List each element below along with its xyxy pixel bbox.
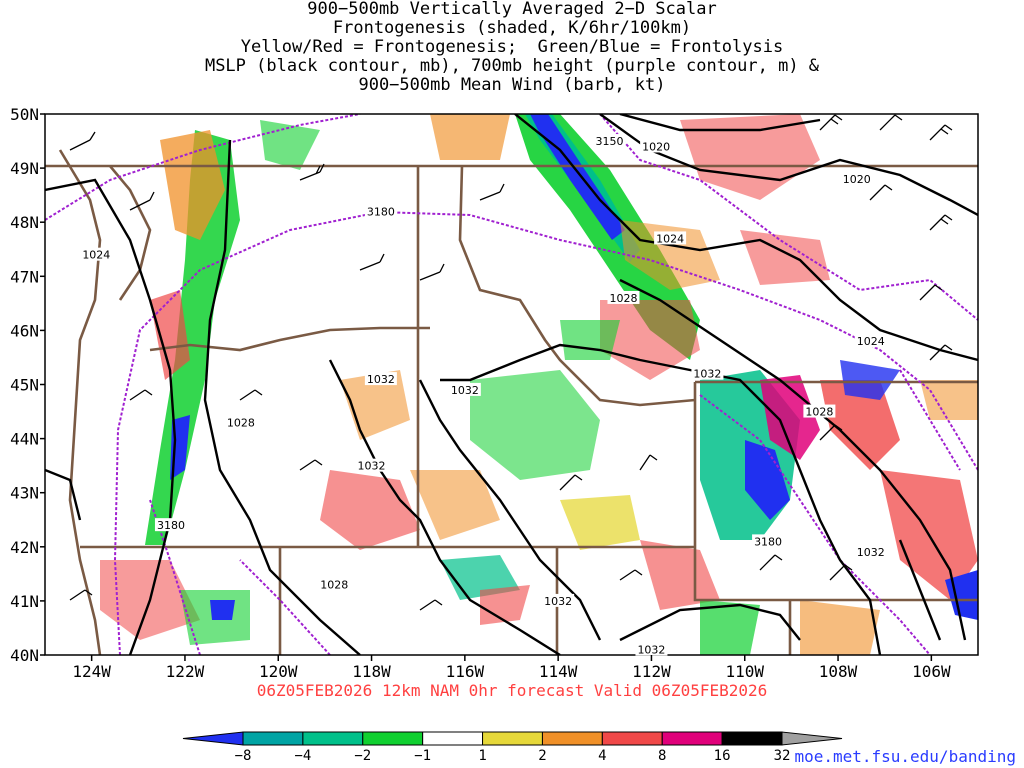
isobar-label-bg (355, 458, 388, 472)
lon-tick-label: 120W (259, 662, 298, 681)
isobar-label-bg (607, 290, 640, 304)
lon-tick-label: 108W (819, 662, 858, 681)
colorbar-label: −8 (235, 748, 252, 764)
isobar-label: 1032 (857, 546, 885, 559)
lat-tick-label: 49N (10, 159, 39, 178)
isobar-label: 1032 (358, 460, 386, 473)
title-line-4: MSLP (black contour, mb), 700mb height (… (204, 56, 820, 76)
isobar-label: 1028 (805, 406, 833, 419)
colorbar-segment (721, 731, 783, 746)
isobar-label-bg (840, 171, 873, 185)
height-label: 3180 (367, 205, 395, 218)
isobar-label: 1028 (320, 579, 348, 592)
colorbar-segment (482, 731, 543, 746)
map-title: 900−500mb Vertically Averaged 2−D Scalar… (0, 0, 1024, 95)
title-line-3: Yellow/Red = Frontogenesis; Green/Blue =… (240, 37, 784, 57)
lat-tick-label: 50N (10, 105, 39, 124)
isobar-label-bg (691, 366, 724, 380)
height-label-bg (752, 534, 785, 548)
isobar-label-bg (654, 231, 687, 245)
colorbar-label: 16 (714, 748, 731, 764)
frontogenesis-shading (100, 114, 978, 655)
isobar-label-bg (364, 372, 397, 386)
colorbar-label: 4 (598, 748, 606, 764)
height-label: 3180 (754, 535, 782, 548)
title-line-5: 900−500mb Mean Wind (barb, kt) (358, 75, 666, 95)
height-label: 3150 (595, 135, 623, 148)
isobar-label-bg (635, 642, 668, 656)
isobar-label-bg (318, 577, 351, 591)
lat-tick-label: 48N (10, 213, 39, 232)
isobar-label-bg (80, 247, 113, 261)
colorbar-segment (661, 731, 723, 746)
colorbar-label: 1 (478, 748, 486, 764)
colorbar-segment (302, 731, 364, 746)
isobar-label-bg (640, 139, 673, 153)
isobar-label: 1024 (82, 249, 110, 262)
colorbar-label: −4 (294, 748, 311, 764)
title-line-2: Frontogenesis (shaded, K/6hr/100km) (332, 18, 692, 38)
colorbar-segment (541, 731, 603, 746)
lon-tick-label: 118W (352, 662, 391, 681)
isobar-label-bg (854, 334, 887, 348)
isobar-label: 1028 (227, 416, 255, 429)
isobar-label: 1024 (857, 335, 885, 348)
colorbar-segment (242, 731, 304, 746)
colorbar-label: 8 (658, 748, 666, 764)
height-label-bg (593, 134, 626, 148)
lon-tick-label: 116W (446, 662, 485, 681)
lon-tick-label: 110W (725, 662, 764, 681)
colorbar-segment (601, 731, 663, 746)
colorbar-high-arrow (781, 731, 843, 746)
mslp-contours (45, 114, 978, 655)
isobar-label: 1020 (843, 173, 871, 186)
lon-tick-label: 124W (72, 662, 111, 681)
isobar-label-bg (448, 382, 481, 396)
source-credit-link[interactable]: moe.met.fsu.edu/banding (794, 747, 1016, 766)
colorbar-segment (422, 731, 484, 746)
lat-tick-label: 45N (10, 376, 39, 395)
isobar-label-bg (224, 415, 257, 429)
lat-tick-label: 46N (10, 321, 39, 340)
height-label-bg (364, 204, 397, 218)
lon-tick-label: 112W (632, 662, 671, 681)
colorbar-label: 2 (538, 748, 546, 764)
isobar-label: 1032 (544, 595, 572, 608)
colorbar-label: −2 (354, 748, 371, 764)
lat-tick-label: 43N (10, 484, 39, 503)
isobar-label: 1020 (642, 140, 670, 153)
height-label: 3180 (157, 519, 185, 532)
lat-tick-label: 40N (10, 646, 39, 665)
lon-tick-label: 122W (166, 662, 205, 681)
isobar-label: 1032 (637, 644, 665, 657)
isobar-label: 1028 (609, 292, 637, 305)
height-label-bg (154, 518, 187, 532)
lat-tick-label: 47N (10, 267, 39, 286)
isobar-label: 1032 (367, 373, 395, 386)
isobar-label: 1032 (693, 368, 721, 381)
lat-tick-label: 44N (10, 430, 39, 449)
title-line-1: 900−500mb Vertically Averaged 2−D Scalar (307, 0, 717, 19)
wind-barbs (69, 114, 953, 611)
isobar-label-bg (803, 404, 836, 418)
isobar-label: 1032 (451, 384, 479, 397)
forecast-valid-time: 06Z05FEB2026 12km NAM 0hr forecast Valid… (256, 681, 768, 700)
colorbar-low-arrow (182, 731, 244, 746)
colorbar-label: −1 (414, 748, 431, 764)
lat-tick-label: 42N (10, 538, 39, 557)
colorbar-label: 32 (774, 748, 791, 764)
lon-tick-label: 114W (539, 662, 578, 681)
lat-tick-label: 41N (10, 592, 39, 611)
isobar-label-bg (854, 545, 887, 559)
isobar-label: 1024 (656, 232, 684, 245)
isobar-label-bg (542, 593, 575, 607)
colorbar-segment (362, 731, 424, 746)
lon-tick-label: 106W (912, 662, 951, 681)
